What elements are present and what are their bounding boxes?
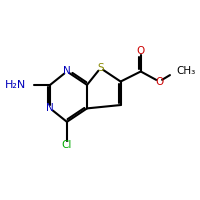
Text: O: O [137, 46, 145, 56]
Text: CH₃: CH₃ [176, 66, 195, 76]
Text: O: O [155, 77, 163, 87]
Text: S: S [97, 63, 104, 73]
Text: H₂N: H₂N [5, 80, 27, 90]
Text: N: N [46, 103, 54, 113]
Text: Cl: Cl [62, 140, 72, 150]
Text: N: N [63, 66, 71, 76]
